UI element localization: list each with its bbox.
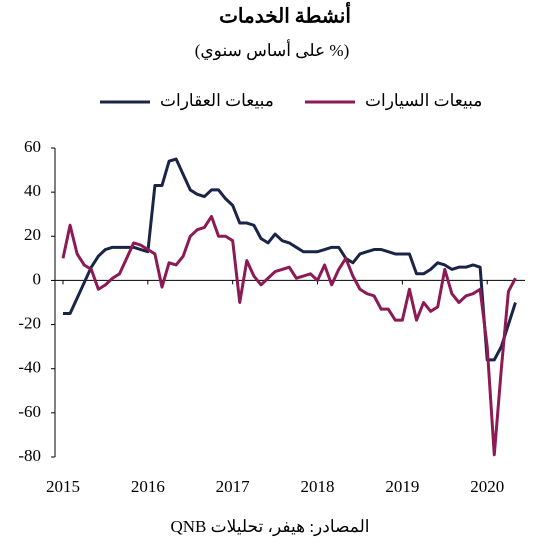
y-tick-label: 0 <box>33 269 42 288</box>
legend-label: مبيعات العقارات <box>160 91 274 111</box>
x-tick-label: 2016 <box>131 477 165 496</box>
y-tick-label: 40 <box>24 181 41 200</box>
series-line <box>63 157 517 362</box>
y-tick-label: 60 <box>24 137 41 156</box>
y-tick-label: 20 <box>24 225 41 244</box>
x-tick-label: 2015 <box>46 477 80 496</box>
x-tick-label: 2020 <box>470 477 504 496</box>
legend-label: مبيعات السيارات <box>365 91 482 111</box>
x-tick-label: 2017 <box>216 477 251 496</box>
y-tick-label: -60 <box>18 402 41 421</box>
series-line <box>61 214 517 457</box>
x-tick-label: 2018 <box>301 477 335 496</box>
source: المصادر: هيفر، تحليلات QNB <box>171 517 370 537</box>
y-tick-label: -20 <box>18 313 41 332</box>
chart-title: أنشطة الخدمات <box>219 2 351 28</box>
y-tick-label: -40 <box>18 358 41 377</box>
x-tick-label: 2019 <box>385 477 419 496</box>
chart-subtitle: (% على أساس سنوي) <box>195 39 350 61</box>
y-tick-label: -80 <box>18 446 41 465</box>
